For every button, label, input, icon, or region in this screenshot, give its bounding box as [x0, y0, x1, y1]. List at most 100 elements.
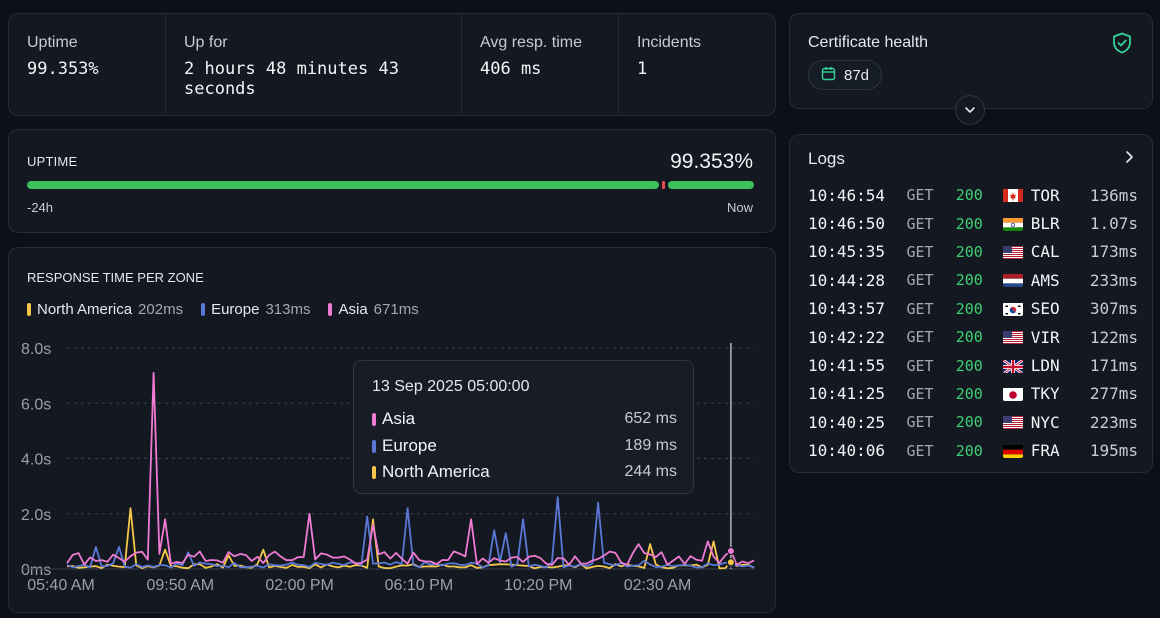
- response-title: RESPONSE TIME PER ZONE: [27, 270, 204, 285]
- series-line-asia: [66, 372, 755, 566]
- x-tick-label: 06:10 PM: [385, 577, 453, 594]
- tooltip-series-value: 189 ms: [624, 437, 677, 454]
- log-time: 10:46:50: [808, 214, 886, 234]
- log-row[interactable]: 10:40:06 GET 200 FRA 195ms: [808, 437, 1138, 465]
- log-row[interactable]: 10:41:55 GET 200 LDN 171ms: [808, 351, 1138, 379]
- uptime-bar-up-segment[interactable]: [668, 181, 754, 189]
- stat-uptime: Uptime 99.353%: [9, 14, 166, 115]
- log-location: VIR: [1030, 327, 1060, 347]
- log-method: GET: [906, 384, 934, 403]
- response-time-chart[interactable]: 0ms 2.0s 4.0s 6.0s 8.0s 05:40 AM 09:50 AM 02:00…: [9, 248, 775, 612]
- log-row[interactable]: 10:43:57 GET 200 SEO 307ms: [808, 295, 1138, 323]
- uptime-title: UPTIME: [27, 154, 78, 169]
- log-status: 200: [955, 299, 983, 318]
- log-method: GET: [906, 271, 934, 290]
- series-line-north-america: [66, 507, 755, 570]
- hover-point: [726, 558, 735, 567]
- flag-in-icon: [1003, 217, 1023, 231]
- stat-uptime-value: 99.353%: [27, 59, 99, 79]
- log-row[interactable]: 10:44:28 GET 200 AMS 233ms: [808, 266, 1138, 294]
- stat-avg-response: Avg resp. time 406 ms: [462, 14, 619, 115]
- log-method: GET: [906, 214, 934, 233]
- log-time: 10:40:25: [808, 412, 886, 432]
- log-duration: 171ms: [1089, 356, 1138, 376]
- legend-value: 313ms: [265, 301, 311, 318]
- legend-value: 202ms: [138, 301, 184, 318]
- stat-up-for: Up for 2 hours 48 minutes 43 seconds: [166, 14, 462, 115]
- log-location: CAL: [1030, 242, 1060, 262]
- log-status: 200: [955, 186, 983, 205]
- x-tick-label: 02:30 AM: [624, 577, 692, 594]
- chevron-right-icon[interactable]: [1124, 150, 1134, 169]
- log-duration: 136ms: [1089, 185, 1138, 205]
- tooltip-date: 13 Sep 2025 05:00:00: [372, 378, 530, 395]
- tooltip-row: Asia 652 ms: [372, 409, 677, 429]
- flag-us-icon: [1003, 245, 1023, 259]
- legend-name: Asia: [338, 301, 368, 318]
- stat-incidents-value: 1: [637, 59, 648, 79]
- log-location: AMS: [1030, 270, 1060, 290]
- tooltip-series-name: Europe: [382, 436, 437, 455]
- tooltip-row: North America 244 ms: [372, 462, 677, 482]
- log-status: 200: [955, 441, 983, 460]
- uptime-card: UPTIME 99.353% -24h Now: [8, 129, 776, 233]
- log-time: 10:45:35: [808, 242, 886, 262]
- legend-swatch: [201, 303, 206, 316]
- log-row[interactable]: 10:42:22 GET 200 VIR 122ms: [808, 323, 1138, 351]
- chart-legend: North America 202ms Europe 313ms Asia 671ms: [27, 301, 419, 318]
- y-tick-label: 2.0s: [21, 507, 51, 524]
- log-status: 200: [955, 214, 983, 233]
- log-time: 10:40:06: [808, 441, 886, 461]
- log-time: 10:44:28: [808, 270, 886, 290]
- log-row[interactable]: 10:41:25 GET 200 TKY 277ms: [808, 380, 1138, 408]
- legend-swatch: [328, 303, 333, 316]
- uptime-percent: 99.353%: [670, 150, 753, 173]
- log-location: FRA: [1030, 441, 1060, 461]
- calendar-icon: [821, 66, 836, 85]
- legend-value: 671ms: [373, 301, 419, 318]
- tooltip-swatch: [372, 465, 376, 479]
- log-duration: 122ms: [1089, 327, 1138, 347]
- flag-nl-icon: [1003, 273, 1023, 288]
- log-row[interactable]: 10:46:50 GET 200 BLR 1.07s: [808, 209, 1138, 237]
- chart-tooltip: 13 Sep 2025 05:00:00 Asia 652 ms Europe 189…: [353, 360, 694, 494]
- log-duration: 223ms: [1089, 412, 1138, 432]
- log-method: GET: [906, 186, 934, 205]
- log-status: 200: [955, 328, 983, 347]
- log-location: SEO: [1030, 299, 1060, 319]
- log-row[interactable]: 10:46:54 GET 200 TOR 136ms: [808, 181, 1138, 209]
- log-status: 200: [955, 384, 983, 403]
- log-location: TOR: [1030, 185, 1060, 205]
- log-location: NYC: [1030, 412, 1060, 432]
- log-time: 10:43:57: [808, 299, 886, 319]
- log-row[interactable]: 10:45:35 GET 200 CAL 173ms: [808, 238, 1138, 266]
- log-time: 10:46:54: [808, 185, 886, 205]
- uptime-bar-incident-marker[interactable]: [662, 181, 665, 189]
- log-row[interactable]: 10:40:25 GET 200 NYC 223ms: [808, 408, 1138, 436]
- certificate-card: Certificate health 87d: [789, 13, 1153, 109]
- legend-item[interactable]: Asia 671ms: [328, 301, 419, 318]
- stat-incidents: Incidents 1: [619, 14, 775, 115]
- stat-avg-value: 406 ms: [480, 59, 542, 79]
- certificate-days: 87d: [844, 66, 870, 84]
- log-duration: 195ms: [1089, 441, 1138, 461]
- y-tick-label: 4.0s: [21, 452, 51, 469]
- log-status: 200: [955, 242, 983, 261]
- legend-item[interactable]: North America 202ms: [27, 301, 183, 318]
- logs-title: Logs: [808, 149, 845, 168]
- tooltip-series-name: North America: [382, 462, 490, 481]
- log-duration: 277ms: [1089, 384, 1138, 404]
- tooltip-swatch: [372, 439, 376, 453]
- expand-button[interactable]: [955, 95, 985, 125]
- tooltip-series-value: 244 ms: [624, 463, 677, 480]
- log-method: GET: [906, 413, 934, 432]
- log-list: 10:46:54 GET 200 TOR 136ms 10:46:50 GET 200 BLR 1…: [808, 181, 1138, 465]
- tooltip-row: Europe 189 ms: [372, 436, 677, 456]
- x-tick-label: 10:20 PM: [504, 577, 572, 594]
- stat-avg-label: Avg resp. time: [480, 34, 582, 51]
- log-time: 10:41:55: [808, 356, 886, 376]
- stat-up-for-value: 2 hours 48 minutes 43 seconds: [184, 59, 399, 99]
- log-time: 10:42:22: [808, 327, 886, 347]
- legend-item[interactable]: Europe 313ms: [201, 301, 310, 318]
- uptime-bar-up-segment[interactable]: [27, 181, 659, 189]
